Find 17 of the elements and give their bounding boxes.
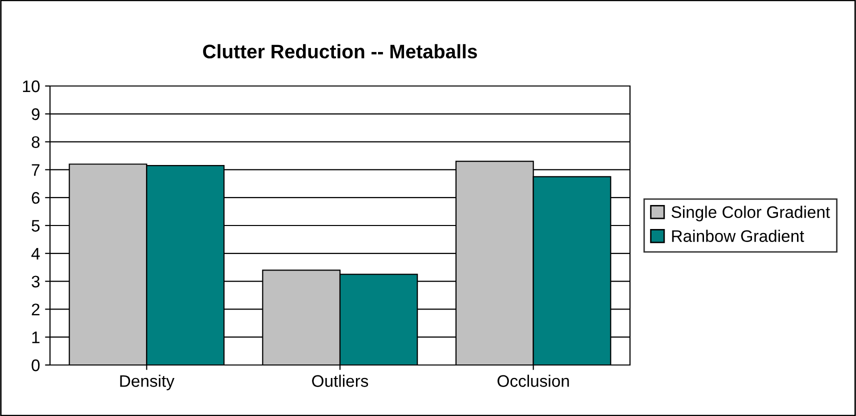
y-tick-label: 6 bbox=[32, 192, 40, 204]
y-tick-label: 2 bbox=[32, 304, 40, 316]
y-tick-label: 9 bbox=[32, 108, 40, 120]
y-tick-label: 10 bbox=[23, 80, 40, 92]
legend-label: Rainbow Gradient bbox=[672, 230, 804, 242]
y-tick-label: 8 bbox=[32, 136, 40, 148]
y-tick-label: 5 bbox=[32, 220, 40, 232]
chart-title: Clutter Reduction -- Metaballs bbox=[203, 44, 477, 58]
y-tick-label: 0 bbox=[32, 359, 40, 372]
y-tick-label: 7 bbox=[32, 164, 40, 176]
x-tick-label: Density bbox=[120, 374, 174, 390]
y-tick-label: 3 bbox=[32, 276, 40, 288]
y-tick-label: 1 bbox=[32, 332, 40, 344]
y-tick-label: 4 bbox=[31, 248, 40, 260]
x-tick-label: Outliers bbox=[312, 374, 368, 387]
x-tick-label: Occlusion bbox=[498, 374, 569, 387]
legend-label: Single Color Gradient bbox=[672, 206, 830, 222]
